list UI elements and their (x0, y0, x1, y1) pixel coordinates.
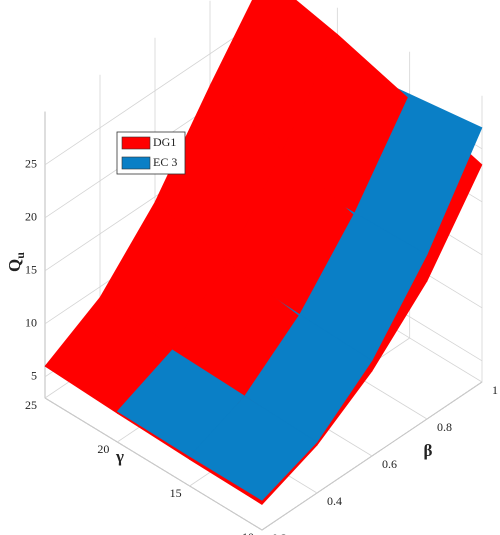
z-tick-label: 25 (25, 157, 37, 171)
legend: DG1 EC 3 (116, 131, 186, 175)
y-tick-label: 25 (25, 398, 37, 412)
x-tick-label: 0.6 (382, 457, 397, 471)
legend-swatch (121, 136, 151, 150)
surfaces (44, 0, 483, 505)
z-tick-label: 10 (25, 316, 37, 330)
legend-swatch (121, 156, 151, 170)
x-tick-label: 0.2 (272, 531, 287, 535)
z-tick-label: 15 (25, 263, 37, 277)
labels: 5 10 15 20 25 0.2 0.4 0.6 0.8 1 10 15 20 25 (25, 157, 498, 535)
x-tick-label: 0.8 (437, 420, 452, 434)
y-axis-label: γ (115, 447, 124, 466)
x-tick-label: 1 (492, 383, 498, 397)
y-tick-label: 10 (242, 530, 254, 535)
grid-line (261, 381, 483, 531)
z-tick-label: 5 (31, 369, 37, 383)
legend-label: EC 3 (153, 155, 177, 169)
z-axis-label: Qu (5, 252, 27, 272)
z-axis-label-sub: u (13, 252, 27, 259)
legend-label: DG1 (153, 135, 176, 149)
y-tick-label: 20 (97, 442, 109, 456)
x-axis-label: β (424, 441, 433, 460)
x-tick-label: 0.4 (327, 494, 342, 508)
z-axis-label-main: Q (5, 259, 24, 272)
grid-line (44, 397, 263, 531)
y-tick-label: 15 (170, 486, 182, 500)
surface-patch (189, 395, 318, 501)
z-tick-label: 20 (25, 210, 37, 224)
